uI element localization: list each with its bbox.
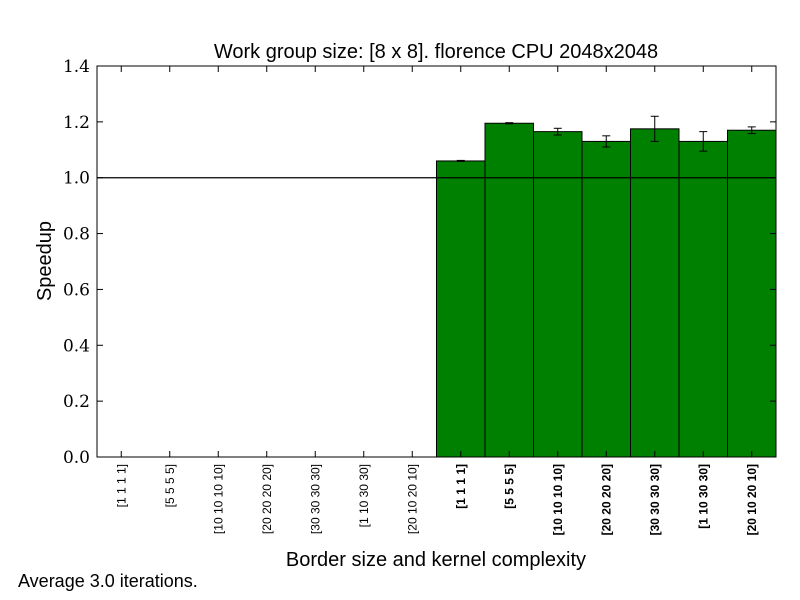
bar xyxy=(678,140,728,458)
bar xyxy=(436,160,486,458)
y-tick-label: 1.4 xyxy=(63,57,90,77)
y-tick-label: 1.2 xyxy=(63,113,90,133)
plot-area: 0.0 0.2 0.4 0.6 0.8 1.0 1.2 1.4 [1 1 1 1] [5 5 5 … xyxy=(63,57,777,535)
bar xyxy=(630,128,680,458)
y-tick-label: 0.0 xyxy=(63,448,90,468)
footnote-iterations: Average 3.0 iterations. xyxy=(18,571,198,591)
bar xyxy=(581,140,631,458)
x-tick-label: [1 1 1 1] xyxy=(454,464,468,509)
x-tick-label: [1 10 30 30] xyxy=(696,464,710,529)
x-tick-label: [20 20 20 20] xyxy=(260,464,274,534)
y-tick-label: 1.0 xyxy=(63,169,90,189)
x-tick-label: [5 5 5 5] xyxy=(163,464,177,507)
x-tick-label: [10 10 10 10] xyxy=(211,464,225,534)
plot-frame xyxy=(96,65,777,458)
x-tick-label: [20 10 20 10] xyxy=(745,464,759,535)
x-tick-label: [30 30 30 30] xyxy=(308,464,322,534)
y-tick-label: 0.8 xyxy=(63,225,90,245)
bar xyxy=(727,129,777,458)
x-tick-label: [20 20 20 20] xyxy=(599,464,613,535)
x-axis-label: Border size and kernel complexity xyxy=(286,549,586,571)
chart-title: Work group size: [8 x 8]. florence CPU 2… xyxy=(214,41,658,63)
x-tick-label: [10 10 10 10] xyxy=(551,464,565,535)
y-tick-label: 0.6 xyxy=(63,280,90,300)
bar xyxy=(484,122,534,458)
y-tick-label: 0.2 xyxy=(63,392,90,412)
y-tick-label: 0.4 xyxy=(63,336,90,356)
y-axis-label: Speedup xyxy=(34,221,56,301)
x-tick-label: [30 30 30 30] xyxy=(648,464,662,535)
x-tick-label: [5 5 5 5] xyxy=(502,464,516,509)
x-tick-label: [1 10 30 30] xyxy=(357,464,371,527)
x-tick-label: [1 1 1 1] xyxy=(114,464,128,507)
bar xyxy=(533,131,583,458)
x-tick-label: [20 10 20 10] xyxy=(405,464,419,534)
